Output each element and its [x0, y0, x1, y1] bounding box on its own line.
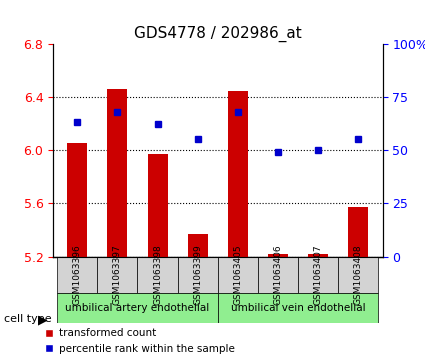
Text: GSM1063397: GSM1063397 [113, 244, 122, 305]
Bar [308, 254, 328, 257]
FancyBboxPatch shape [218, 257, 258, 293]
Bar [268, 254, 288, 257]
Text: GSM1063407: GSM1063407 [314, 245, 323, 305]
FancyBboxPatch shape [137, 257, 178, 293]
Legend: transformed count, percentile rank within the sample: transformed count, percentile rank withi… [39, 324, 239, 358]
Text: GSM1063399: GSM1063399 [193, 244, 202, 305]
FancyBboxPatch shape [57, 293, 218, 323]
Text: GSM1063406: GSM1063406 [274, 245, 283, 305]
Text: GSM1063396: GSM1063396 [73, 244, 82, 305]
Title: GDS4778 / 202986_at: GDS4778 / 202986_at [134, 26, 302, 42]
Text: umbilical vein endothelial: umbilical vein endothelial [231, 303, 366, 313]
Text: umbilical artery endothelial: umbilical artery endothelial [65, 303, 210, 313]
Bar [348, 207, 368, 257]
Bar [147, 154, 167, 257]
Bar [67, 143, 87, 257]
FancyBboxPatch shape [178, 257, 218, 293]
FancyBboxPatch shape [218, 293, 379, 323]
FancyBboxPatch shape [57, 257, 97, 293]
Text: cell type: cell type [4, 314, 52, 325]
Text: GSM1063408: GSM1063408 [354, 245, 363, 305]
Bar [188, 234, 208, 257]
FancyBboxPatch shape [338, 257, 379, 293]
Bar [108, 89, 128, 257]
FancyBboxPatch shape [298, 257, 338, 293]
FancyBboxPatch shape [97, 257, 137, 293]
Text: GSM1063398: GSM1063398 [153, 244, 162, 305]
Text: ▶: ▶ [38, 313, 48, 326]
Text: GSM1063405: GSM1063405 [233, 245, 242, 305]
FancyBboxPatch shape [258, 257, 298, 293]
Bar [228, 91, 248, 257]
